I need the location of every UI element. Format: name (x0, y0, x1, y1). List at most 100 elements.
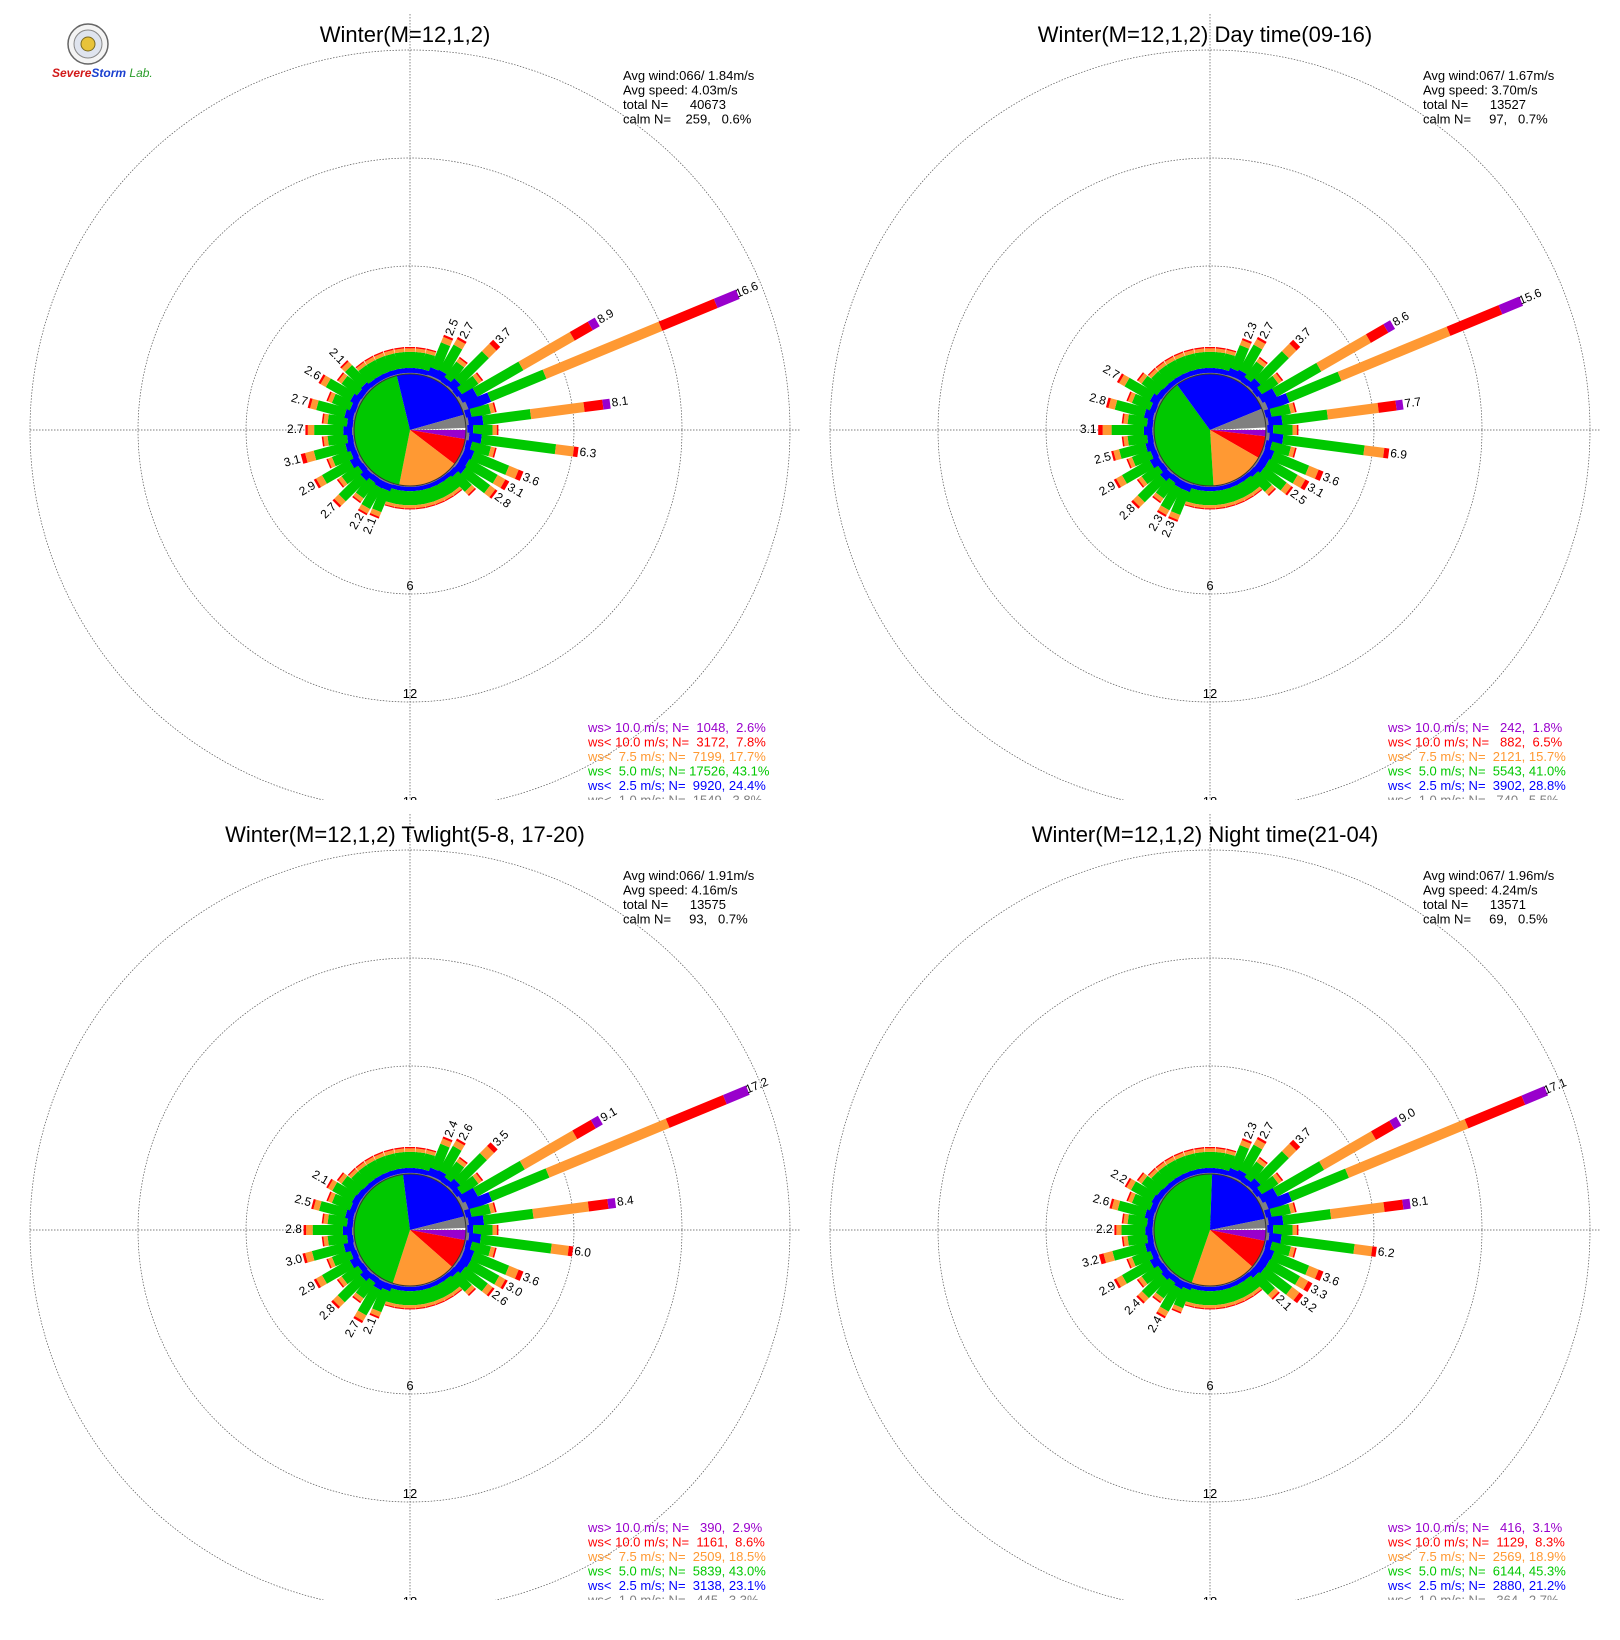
petal-segment (1141, 1264, 1163, 1285)
petal-value-label: 2.3 (1241, 1120, 1260, 1141)
petal-segment (482, 409, 532, 426)
petal-segment (1126, 391, 1132, 402)
petal-segment (1225, 1149, 1236, 1156)
legend-entry: ws> 10.0 m/s; N= 1048, 2.6% (587, 720, 766, 735)
petal-segment (1147, 367, 1156, 376)
petal-segment (1243, 492, 1254, 501)
petal-segment (415, 506, 426, 510)
petal-segment (355, 361, 365, 369)
petal-segment (384, 349, 395, 356)
petal-segment (1205, 1305, 1215, 1309)
petal-value-label: 2.7 (287, 422, 304, 436)
petal-segment (370, 1308, 382, 1317)
petal-segment (394, 1306, 405, 1310)
petal-segment (1239, 1140, 1252, 1149)
petal-segment (1124, 1177, 1132, 1188)
petal-segment (373, 1151, 384, 1157)
petal-segment (1269, 1203, 1292, 1219)
petal-segment (384, 1153, 399, 1172)
petal-segment (327, 1179, 338, 1191)
petal-value-label: 2.3 (1241, 320, 1260, 341)
pie-slice (402, 1174, 465, 1230)
petal-segment (1205, 486, 1215, 492)
petal-segment (658, 298, 718, 331)
petal-segment (1137, 473, 1167, 503)
petal-segment (1259, 466, 1287, 491)
petal-segment (1138, 476, 1148, 487)
petal-segment (1205, 1286, 1215, 1292)
petal-segment (394, 348, 405, 354)
petal-segment (1316, 334, 1371, 372)
petal-segment (473, 425, 493, 435)
petal-segment (1121, 1213, 1125, 1224)
pie-slice (1210, 1218, 1266, 1230)
petal-segment (1119, 374, 1130, 387)
legend-entry: ws< 7.5 m/s; N= 2121, 15.7% (1387, 749, 1566, 764)
petal-segment (1254, 1151, 1289, 1186)
petal-segment (1234, 497, 1245, 505)
petal-segment (1213, 1289, 1225, 1306)
petal-segment (1205, 1291, 1215, 1306)
petal-segment (454, 1153, 487, 1186)
petal-segment (1111, 450, 1116, 461)
petal-segment (305, 450, 317, 463)
pie-slice (410, 1216, 466, 1230)
petal-segment (1243, 1292, 1254, 1301)
petal-segment (1296, 425, 1299, 435)
petal-segment (496, 425, 499, 435)
petal-segment (1265, 1259, 1301, 1285)
petal-segment (1224, 1301, 1236, 1307)
petal-segment (451, 1271, 472, 1292)
petal-segment (1225, 504, 1236, 508)
petal-segment (1272, 373, 1282, 384)
petal-segment (1282, 434, 1365, 456)
petal-segment (337, 1273, 367, 1303)
petal-segment (1212, 485, 1223, 492)
petal-segment (1127, 1214, 1149, 1227)
petal-segment (1288, 402, 1296, 414)
legend-entry: ws< 10.0 m/s; N= 1161, 8.6% (587, 1535, 765, 1550)
petal-segment (590, 1115, 603, 1129)
petal-segment (1184, 501, 1196, 507)
petal-segment (1118, 442, 1148, 459)
petal-segment (1205, 348, 1215, 352)
legend-entry: ws> 10.0 m/s; N= 242, 1.8% (1387, 720, 1563, 735)
legend-entry: ws> 10.0 m/s; N= 390, 2.9% (587, 1520, 763, 1535)
petal-segment (505, 1265, 519, 1279)
petal-segment (413, 351, 426, 370)
petal-segment (1395, 399, 1404, 411)
pie-slice (410, 430, 467, 440)
petal-segment (443, 334, 454, 341)
petal-segment (1184, 1304, 1195, 1308)
petal-segment (436, 480, 452, 498)
petal-segment (1280, 1234, 1355, 1254)
stats-line: Avg speed: 4.24m/s (1423, 883, 1538, 898)
petal-segment (353, 1315, 364, 1324)
petal-segment (542, 321, 663, 379)
pie-slice (396, 374, 464, 430)
petal-segment (326, 1258, 332, 1269)
petal-segment (464, 1284, 475, 1295)
petal-segment (487, 369, 547, 402)
petal-segment (336, 478, 345, 488)
petal-segment (1292, 1202, 1297, 1213)
petal-segment (1184, 1149, 1195, 1156)
petal-segment (453, 489, 463, 497)
petal-segment (331, 449, 354, 467)
petal-segment (369, 513, 380, 519)
petal-segment (1155, 361, 1165, 369)
petal-segment (1281, 1143, 1297, 1159)
petal-value-label: 2.1 (360, 1315, 379, 1336)
legend-entry: ws< 5.0 m/s; N= 17526, 43.1% (587, 764, 770, 779)
petal-segment (1174, 1152, 1185, 1160)
petal-segment (1205, 368, 1215, 373)
petal-segment (1215, 506, 1226, 510)
petal-segment (1126, 458, 1132, 469)
petal-segment (425, 1304, 436, 1308)
petal-segment (405, 491, 415, 506)
petal-segment (338, 373, 348, 384)
petal-segment (338, 476, 348, 487)
petal-segment (1239, 340, 1252, 349)
petal-segment (1213, 351, 1226, 370)
